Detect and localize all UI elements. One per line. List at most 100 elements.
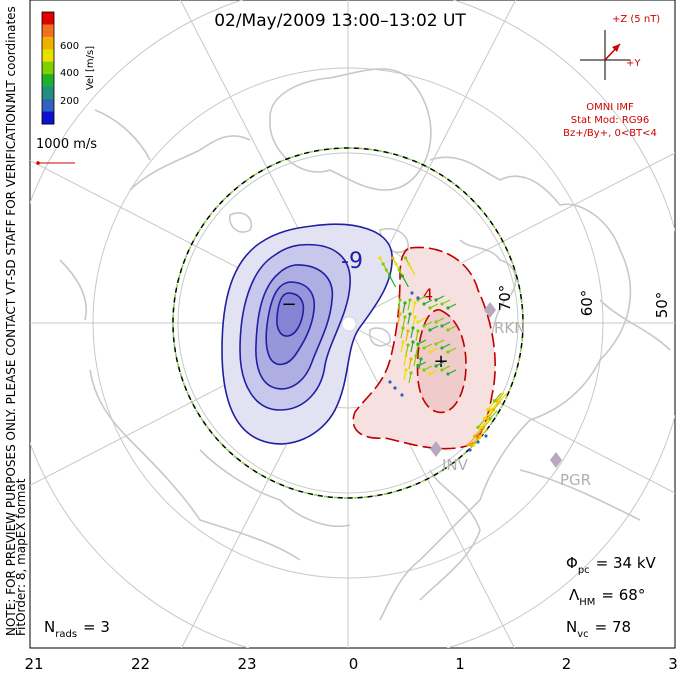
- color-bar-segment: [42, 86, 54, 100]
- color-bar-segment: [42, 61, 54, 75]
- velocity-vector: [408, 263, 416, 276]
- velocity-vector: [412, 302, 416, 314]
- velocity-vector: [402, 316, 406, 328]
- velocity-vector: [407, 313, 411, 325]
- velocity-vector: [435, 295, 445, 301]
- velocity-color-bar: 600 400 200 Vel [m/s] MLT coordinates: [4, 6, 96, 125]
- velocity-vector-origin: [393, 386, 397, 390]
- color-bar-tick-200: 200: [60, 96, 79, 107]
- velocity-vector: [487, 401, 496, 411]
- color-bar-segment: [42, 49, 54, 63]
- imf-source: OMNI IMF: [586, 102, 634, 113]
- fit-order-note: FitOrder: 8, mapEX format: [14, 478, 28, 636]
- velocity-vector: [429, 303, 439, 309]
- velocity-vector: [429, 325, 439, 331]
- preview-note: NOTE: FOR PREVIEW PURPOSES ONLY. PLEASE …: [4, 100, 18, 636]
- velocity-vector: [467, 436, 476, 446]
- color-bar-segment: [42, 111, 54, 125]
- lat-label-50: 50°: [653, 292, 671, 319]
- imf-stat-model: Stat Mod: RG96: [571, 115, 650, 126]
- velocity-vector: [480, 419, 489, 428]
- velocity-vector: [470, 436, 479, 446]
- velocity-vector: [401, 275, 409, 288]
- velocity-vector-origin: [400, 393, 404, 397]
- positive-cell-label: 4: [423, 285, 433, 304]
- velocity-vector: [417, 339, 427, 345]
- mlt-axis: 21 22 23 0 1 2 3: [24, 655, 677, 673]
- velocity-vector: [400, 327, 404, 339]
- coastline-siberia: [89, 369, 351, 561]
- velocity-vector: [400, 341, 404, 353]
- velocity-vector: [441, 299, 451, 305]
- velocity-vector-origin: [410, 291, 414, 295]
- velocity-vector: [418, 358, 422, 370]
- positive-contour: [416, 309, 467, 414]
- velocity-vector: [441, 343, 451, 349]
- station-rkn: RKN: [484, 302, 525, 337]
- mlt-tick-label: 23: [237, 655, 256, 673]
- velocity-vector: [479, 427, 488, 437]
- velocity-vector: [490, 401, 499, 411]
- velocity-vector: [496, 392, 505, 402]
- radar-stations: RKN INV PGR: [430, 302, 591, 489]
- velocity-vector: [402, 302, 406, 314]
- hm-boundary-black: [172, 147, 524, 499]
- negative-cell-label: -9: [341, 249, 363, 274]
- velocity-vector-origin: [476, 440, 480, 444]
- coastline-europe: [59, 109, 251, 321]
- velocity-vector: [407, 299, 411, 311]
- velocity-vector: [429, 347, 439, 353]
- velocity-vector: [410, 341, 414, 353]
- coastlines: [59, 68, 671, 621]
- velocity-vector: [477, 418, 486, 428]
- vector-count-stat: Nvc = 78: [566, 618, 631, 640]
- coastline-greenland: [269, 68, 432, 191]
- scale-vector: 1000 m/s: [36, 137, 97, 165]
- velocity-vector: [423, 343, 433, 349]
- velocity-vector: [405, 330, 409, 342]
- velocity-vector: [412, 316, 416, 328]
- imf-vector-head: [612, 44, 620, 52]
- velocity-vector: [447, 303, 457, 309]
- velocity-vector: [483, 419, 491, 428]
- velocity-vector: [417, 317, 427, 323]
- velocity-vector: [447, 369, 457, 375]
- stats-block: Φpc = 34 kV ΛHM = 68° Nvc = 78 Nrads = 3: [44, 554, 657, 640]
- imf-clock: +Z (5 nT) +Y OMNI IMF Stat Mod: RG96 Bz+…: [563, 14, 660, 139]
- velocity-vector: [423, 321, 433, 327]
- velocity-vector: [499, 392, 508, 402]
- velocity-vector: [447, 325, 457, 331]
- imf-condition: Bz+/By+, 0<BT<4: [563, 128, 657, 139]
- mlt-tick-label: 1: [455, 655, 465, 673]
- velocity-vector: [423, 299, 433, 305]
- station-pgr-label: PGR: [560, 471, 591, 489]
- map-title: 02/May/2009 13:00–13:02 UT: [214, 11, 466, 31]
- velocity-vector: [435, 339, 445, 345]
- radar-count-stat: Nrads = 3: [44, 618, 110, 640]
- pole-marker: [341, 316, 357, 332]
- velocity-vector: [397, 313, 401, 325]
- velocity-vector: [408, 358, 412, 370]
- lat-label-60: 60°: [578, 290, 596, 317]
- color-bar-tick-400: 400: [60, 68, 79, 79]
- negative-cell: − -9: [221, 223, 393, 445]
- color-bar-segment: [42, 74, 54, 88]
- color-bar-frame: [41, 11, 55, 125]
- velocity-vector: [413, 355, 417, 367]
- velocity-vector: [408, 372, 412, 384]
- velocity-vector: [435, 361, 445, 367]
- lat-label-70: 70°: [496, 285, 514, 312]
- hm-latitude-stat: ΛHM = 68°: [569, 586, 645, 608]
- scale-vector-label: 1000 m/s: [36, 137, 97, 152]
- velocity-vector: [397, 299, 401, 311]
- imf-y-label: +Y: [626, 58, 641, 69]
- velocity-vector: [417, 361, 427, 367]
- color-bar-segment: [42, 24, 54, 38]
- velocity-vector-origin: [468, 448, 472, 452]
- velocity-vectors: [378, 256, 508, 452]
- color-bar-title: Vel [m/s]: [85, 46, 96, 90]
- velocity-vector: [403, 355, 407, 367]
- velocity-vector: [493, 392, 502, 402]
- velocity-vector: [441, 365, 451, 371]
